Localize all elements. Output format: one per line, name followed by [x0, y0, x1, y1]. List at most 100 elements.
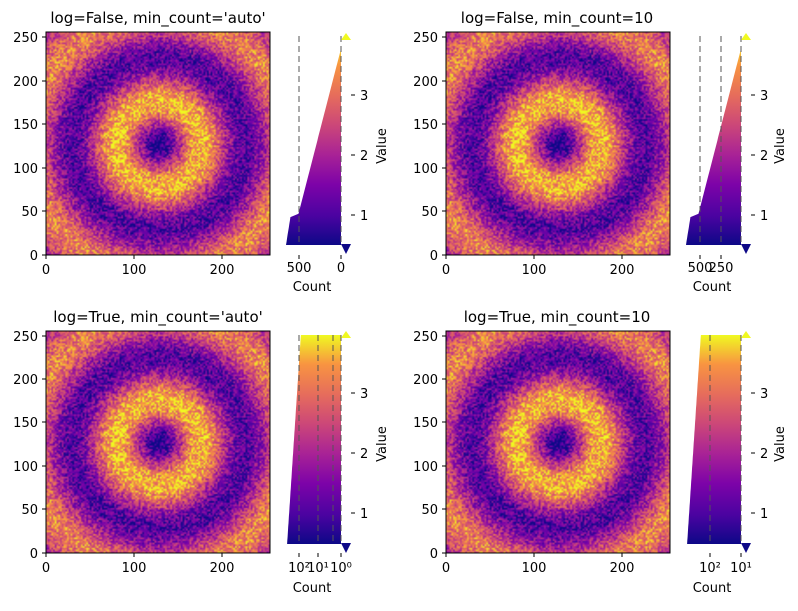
y-tick-label: 50 [421, 205, 438, 220]
count-tick-label: 10² [699, 561, 721, 576]
heatmap-image [446, 32, 670, 255]
colorbar-bottom-extend [741, 543, 751, 553]
value-histogram: 1 2 3 Value 500 250 Count [686, 33, 788, 295]
count-tick-label: 10⁰ [330, 561, 352, 576]
y-tick-label: 200 [13, 373, 38, 388]
value-tick-label: 2 [360, 149, 368, 164]
value-tick-label: 3 [360, 387, 368, 402]
value-tick-label: 1 [360, 507, 368, 522]
value-tick-label: 2 [760, 149, 768, 164]
y-tick-label: 0 [30, 249, 38, 264]
y-tick-label: 200 [13, 75, 38, 90]
x-tick-label: 100 [522, 561, 547, 576]
histogram-profile [287, 335, 341, 544]
y-tick-label: 250 [13, 31, 38, 46]
heatmap-frame [445, 330, 671, 554]
colorbar-bottom-extend [341, 244, 351, 254]
y-tick-label: 100 [413, 460, 438, 475]
y-ticks: 0 50 100 150 200 250 [13, 330, 46, 562]
heatmap-image [46, 331, 270, 553]
x-ticks: 0 100 200 [442, 553, 635, 576]
colorbar-bottom-extend [341, 543, 351, 553]
x-tick-label: 100 [122, 561, 147, 576]
value-tick-label: 1 [760, 507, 768, 522]
value-axis-label: Value [375, 426, 390, 462]
x-tick-label: 0 [42, 561, 50, 576]
heatmap-image [46, 32, 270, 255]
panel-title: log=False, min_count=10 [461, 9, 653, 28]
count-tick-label: 250 [709, 261, 734, 276]
x-ticks: 0 100 200 [42, 255, 235, 278]
value-axis-label: Value [773, 128, 788, 164]
y-tick-label: 150 [413, 416, 438, 431]
count-tick-label: 10² [288, 561, 310, 576]
y-tick-label: 0 [430, 547, 438, 562]
panel-3: log=True, min_count='auto' 0 100 200 0 5… [13, 308, 390, 596]
panel-1: log=False, min_count='auto' 0 100 200 0 … [13, 9, 390, 295]
x-tick-label: 200 [210, 263, 235, 278]
value-tick-label: 1 [360, 209, 368, 224]
x-tick-label: 0 [42, 263, 50, 278]
count-tick-label: 500 [688, 261, 713, 276]
value-tick-label: 3 [760, 387, 768, 402]
x-tick-label: 100 [522, 263, 547, 278]
value-tick-label: 3 [760, 89, 768, 104]
panel-4: log=True, min_count=10 0 100 200 0 50 10… [413, 308, 788, 596]
histogram-profile [687, 335, 741, 544]
y-tick-label: 50 [21, 503, 38, 518]
count-tick-label: 0 [337, 261, 345, 276]
y-tick-label: 100 [13, 460, 38, 475]
y-tick-label: 100 [13, 162, 38, 177]
colorbar-top-extend [741, 331, 751, 338]
panel-title: log=True, min_count='auto' [53, 308, 263, 327]
y-tick-label: 250 [413, 31, 438, 46]
x-tick-label: 100 [122, 263, 147, 278]
count-axis-label: Count [693, 581, 732, 596]
colorbar-top-extend [341, 33, 351, 40]
panel-2: log=False, min_count=10 0 100 200 0 50 1… [413, 9, 788, 295]
colorbar-top-extend [341, 331, 351, 338]
x-tick-label: 200 [610, 263, 635, 278]
heatmap-frame [45, 31, 271, 256]
value-tick-label: 2 [760, 447, 768, 462]
colorbar-bottom-extend [741, 244, 751, 254]
count-axis-label: Count [293, 280, 332, 295]
x-tick-label: 200 [210, 561, 235, 576]
x-tick-label: 0 [442, 263, 450, 278]
y-tick-label: 150 [413, 118, 438, 133]
count-tick-label: 500 [287, 261, 312, 276]
count-tick-label: 10¹ [307, 561, 329, 576]
value-histogram: 1 2 3 Value 10² 10¹ 10⁰ Count [287, 331, 390, 596]
count-axis-label: Count [293, 581, 332, 596]
y-tick-label: 200 [413, 373, 438, 388]
heatmap-image [446, 331, 670, 553]
y-tick-label: 250 [413, 330, 438, 345]
x-tick-label: 0 [442, 561, 450, 576]
count-tick-label: 10¹ [730, 561, 752, 576]
value-tick-label: 2 [360, 447, 368, 462]
y-tick-label: 50 [421, 503, 438, 518]
y-tick-label: 150 [13, 416, 38, 431]
y-tick-label: 250 [13, 330, 38, 345]
y-tick-label: 150 [13, 118, 38, 133]
value-axis-label: Value [375, 128, 390, 164]
histogram-profile [686, 36, 741, 245]
value-tick-label: 1 [760, 209, 768, 224]
x-ticks: 0 100 200 [42, 553, 235, 576]
y-ticks: 0 50 100 150 200 250 [413, 330, 446, 562]
y-ticks: 0 50 100 150 200 250 [13, 31, 46, 264]
value-tick-label: 3 [360, 89, 368, 104]
value-histogram: 1 2 3 Value 500 0 Count [286, 33, 390, 295]
colorbar-top-extend [741, 33, 751, 40]
y-tick-label: 0 [30, 547, 38, 562]
value-axis-label: Value [773, 426, 788, 462]
x-ticks: 0 100 200 [442, 255, 635, 278]
y-tick-label: 0 [430, 249, 438, 264]
y-tick-label: 50 [21, 205, 38, 220]
x-tick-label: 200 [610, 561, 635, 576]
heatmap-frame [45, 330, 271, 554]
histogram-profile [286, 36, 341, 245]
count-axis-label: Count [693, 280, 732, 295]
y-tick-label: 100 [413, 162, 438, 177]
